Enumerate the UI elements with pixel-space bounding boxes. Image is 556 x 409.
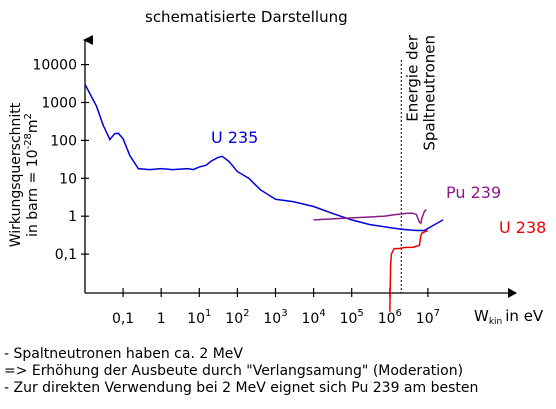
x-tick-label: 102 — [225, 308, 249, 327]
x-tick-label: 101 — [187, 308, 211, 327]
series-line-u235 — [84, 84, 444, 232]
y-axis-label-line1: Wirkungsquerschnitt — [8, 102, 24, 247]
x-tick-base: 10 — [416, 311, 434, 327]
x-tick-exp: 5 — [357, 308, 363, 319]
x-tick-exp: 4 — [319, 308, 325, 319]
series-line-pu239 — [313, 209, 427, 225]
notes-list: - Spaltneutronen haben ca. 2 MeV => Erhö… — [4, 346, 478, 397]
x-tick-label: 107 — [416, 308, 440, 327]
note-item: => Erhöhung der Ausbeute durch "Verlangs… — [4, 363, 464, 379]
y-tick-label: 1 — [68, 209, 77, 225]
series-label-u235: U 235 — [211, 128, 258, 147]
x-tick-label: 105 — [340, 308, 364, 327]
y-tick-label: 10000 — [32, 58, 77, 74]
note-item: - Spaltneutronen haben ca. 2 MeV — [4, 346, 243, 362]
x-tick-label: 0,1 — [112, 311, 134, 327]
y-tick-label: 10 — [59, 171, 77, 187]
series-label-u238: U 238 — [499, 218, 546, 237]
x-label-suffix: in eV — [505, 307, 544, 325]
note-item: - Zur direkten Verwendung bei 2 MeV eign… — [4, 380, 479, 396]
x-tick-base: 10 — [225, 311, 243, 327]
x-tick-label: 103 — [263, 308, 287, 327]
y-axis-label-line2: in barn = 10-28m2 — [23, 113, 41, 237]
x-tick-base: 10 — [340, 311, 358, 327]
x-tick-exp: 3 — [281, 308, 287, 319]
y-ticks: 0,1 1 10 100 1000 10000 — [32, 58, 89, 263]
series-line-u238 — [389, 229, 429, 312]
x-tick-base: 10 — [263, 311, 281, 327]
x-axis-label: Wkin in eV — [474, 307, 544, 327]
y-tick-label: 0,1 — [55, 247, 77, 263]
x-tick-base: 10 — [301, 311, 319, 327]
energy-label-line2: Spaltneutronen — [420, 35, 438, 151]
series-label-pu239: Pu 239 — [446, 183, 501, 202]
x-tick-exp: 7 — [434, 308, 440, 319]
x-tick-label: 106 — [378, 308, 402, 327]
y-label-unit: m — [25, 119, 41, 133]
y-tick-label: 1000 — [41, 96, 77, 112]
x-label-symbol: W — [474, 307, 489, 325]
x-label-subscript: kin — [489, 317, 502, 327]
x-tick-base: 10 — [187, 311, 205, 327]
x-tick-exp: 2 — [243, 308, 249, 319]
y-axis-label: Wirkungsquerschnitt in barn = 10-28m2 — [8, 102, 41, 247]
y-tick-label: 100 — [50, 133, 77, 149]
y-label-exp: -28 — [23, 133, 34, 149]
energy-label: Energie der Spaltneutronen — [403, 34, 438, 151]
x-tick-label: 1 — [157, 311, 166, 327]
energy-label-line1: Energie der — [403, 34, 421, 122]
x-ticks: 0,1 1 101 102 103 104 105 106 107 — [112, 288, 440, 327]
x-tick-label: 104 — [301, 308, 325, 327]
y-label-prefix: in barn = 10 — [25, 149, 41, 237]
x-tick-exp: 1 — [205, 308, 211, 319]
chart-title: schematisierte Darstellung — [145, 8, 348, 26]
x-tick-base: 10 — [378, 311, 396, 327]
x-tick-exp: 6 — [396, 308, 402, 319]
y-label-unit-exp: 2 — [23, 113, 34, 119]
